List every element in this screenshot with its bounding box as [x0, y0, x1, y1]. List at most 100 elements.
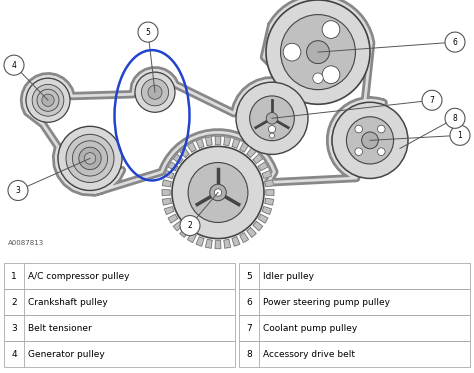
Bar: [4, 341, 235, 367]
Polygon shape: [258, 162, 268, 170]
Circle shape: [188, 163, 248, 222]
Circle shape: [84, 153, 96, 164]
Polygon shape: [215, 137, 221, 144]
Circle shape: [148, 85, 162, 99]
Circle shape: [268, 126, 275, 133]
Polygon shape: [224, 137, 230, 145]
Bar: [239, 289, 470, 315]
Text: 8: 8: [246, 350, 252, 359]
Polygon shape: [168, 162, 178, 170]
Circle shape: [307, 41, 329, 64]
Text: 1: 1: [457, 131, 462, 140]
Circle shape: [66, 134, 114, 182]
Text: Idler pulley: Idler pulley: [263, 272, 314, 280]
Text: 5: 5: [246, 272, 252, 280]
Text: Accessory drive belt: Accessory drive belt: [263, 350, 355, 359]
Circle shape: [210, 184, 226, 201]
Bar: [4, 289, 235, 315]
Polygon shape: [247, 228, 256, 237]
Polygon shape: [262, 207, 272, 214]
Polygon shape: [188, 142, 196, 152]
Circle shape: [135, 72, 175, 112]
Circle shape: [26, 78, 70, 122]
Circle shape: [236, 82, 308, 154]
Circle shape: [270, 133, 274, 138]
Polygon shape: [168, 214, 178, 223]
Circle shape: [445, 32, 465, 52]
Circle shape: [214, 189, 222, 196]
Polygon shape: [164, 207, 174, 214]
Polygon shape: [215, 241, 221, 248]
Polygon shape: [162, 189, 170, 195]
Text: 7: 7: [246, 324, 252, 333]
Polygon shape: [265, 180, 273, 186]
Circle shape: [172, 146, 264, 239]
Polygon shape: [196, 237, 204, 246]
Circle shape: [362, 132, 378, 149]
Circle shape: [58, 126, 122, 191]
Bar: [4, 263, 235, 289]
Circle shape: [138, 22, 158, 42]
Polygon shape: [253, 222, 263, 231]
Polygon shape: [240, 233, 248, 242]
Polygon shape: [173, 154, 183, 163]
Text: 6: 6: [453, 38, 457, 47]
Circle shape: [141, 79, 169, 106]
Circle shape: [283, 43, 301, 61]
Circle shape: [332, 102, 408, 178]
Polygon shape: [205, 137, 212, 145]
Circle shape: [73, 141, 108, 176]
Text: 3: 3: [11, 324, 17, 333]
Text: 1: 1: [11, 272, 17, 280]
Circle shape: [355, 148, 363, 156]
Text: Belt tensioner: Belt tensioner: [28, 324, 92, 333]
Text: 2: 2: [11, 298, 17, 307]
Circle shape: [355, 125, 363, 133]
Bar: [239, 341, 470, 367]
Circle shape: [377, 148, 385, 156]
Polygon shape: [265, 198, 273, 205]
Polygon shape: [224, 239, 230, 248]
Circle shape: [450, 125, 470, 145]
Circle shape: [281, 15, 356, 90]
Text: 4: 4: [11, 350, 17, 359]
Polygon shape: [262, 170, 272, 178]
Circle shape: [79, 147, 101, 170]
Polygon shape: [188, 233, 196, 242]
Text: Coolant pump pulley: Coolant pump pulley: [263, 324, 357, 333]
Circle shape: [32, 84, 64, 116]
Text: Power steering pump pulley: Power steering pump pulley: [263, 298, 390, 307]
Text: Crankshaft pulley: Crankshaft pulley: [28, 298, 108, 307]
Text: 7: 7: [429, 96, 435, 105]
Polygon shape: [232, 237, 240, 246]
Bar: [4, 315, 235, 341]
Circle shape: [313, 73, 323, 84]
Polygon shape: [266, 189, 274, 195]
Circle shape: [422, 90, 442, 110]
Text: 3: 3: [16, 186, 20, 195]
Polygon shape: [180, 228, 189, 237]
Circle shape: [266, 113, 278, 124]
Circle shape: [250, 96, 294, 141]
Polygon shape: [205, 239, 212, 248]
Text: 2: 2: [188, 221, 192, 230]
Polygon shape: [163, 180, 171, 186]
Polygon shape: [196, 139, 204, 148]
Text: 8: 8: [453, 114, 457, 123]
Circle shape: [322, 21, 340, 38]
Text: A/C compressor pulley: A/C compressor pulley: [28, 272, 129, 280]
Polygon shape: [240, 142, 248, 152]
Circle shape: [42, 94, 54, 106]
Text: 6: 6: [246, 298, 252, 307]
Polygon shape: [164, 170, 174, 178]
Circle shape: [346, 117, 393, 164]
Polygon shape: [258, 214, 268, 223]
Bar: [239, 315, 470, 341]
Polygon shape: [253, 154, 263, 163]
Circle shape: [4, 55, 24, 75]
Circle shape: [322, 66, 340, 84]
Text: Generator pulley: Generator pulley: [28, 350, 105, 359]
Polygon shape: [232, 139, 240, 148]
Circle shape: [8, 181, 28, 201]
Text: 5: 5: [146, 28, 150, 37]
